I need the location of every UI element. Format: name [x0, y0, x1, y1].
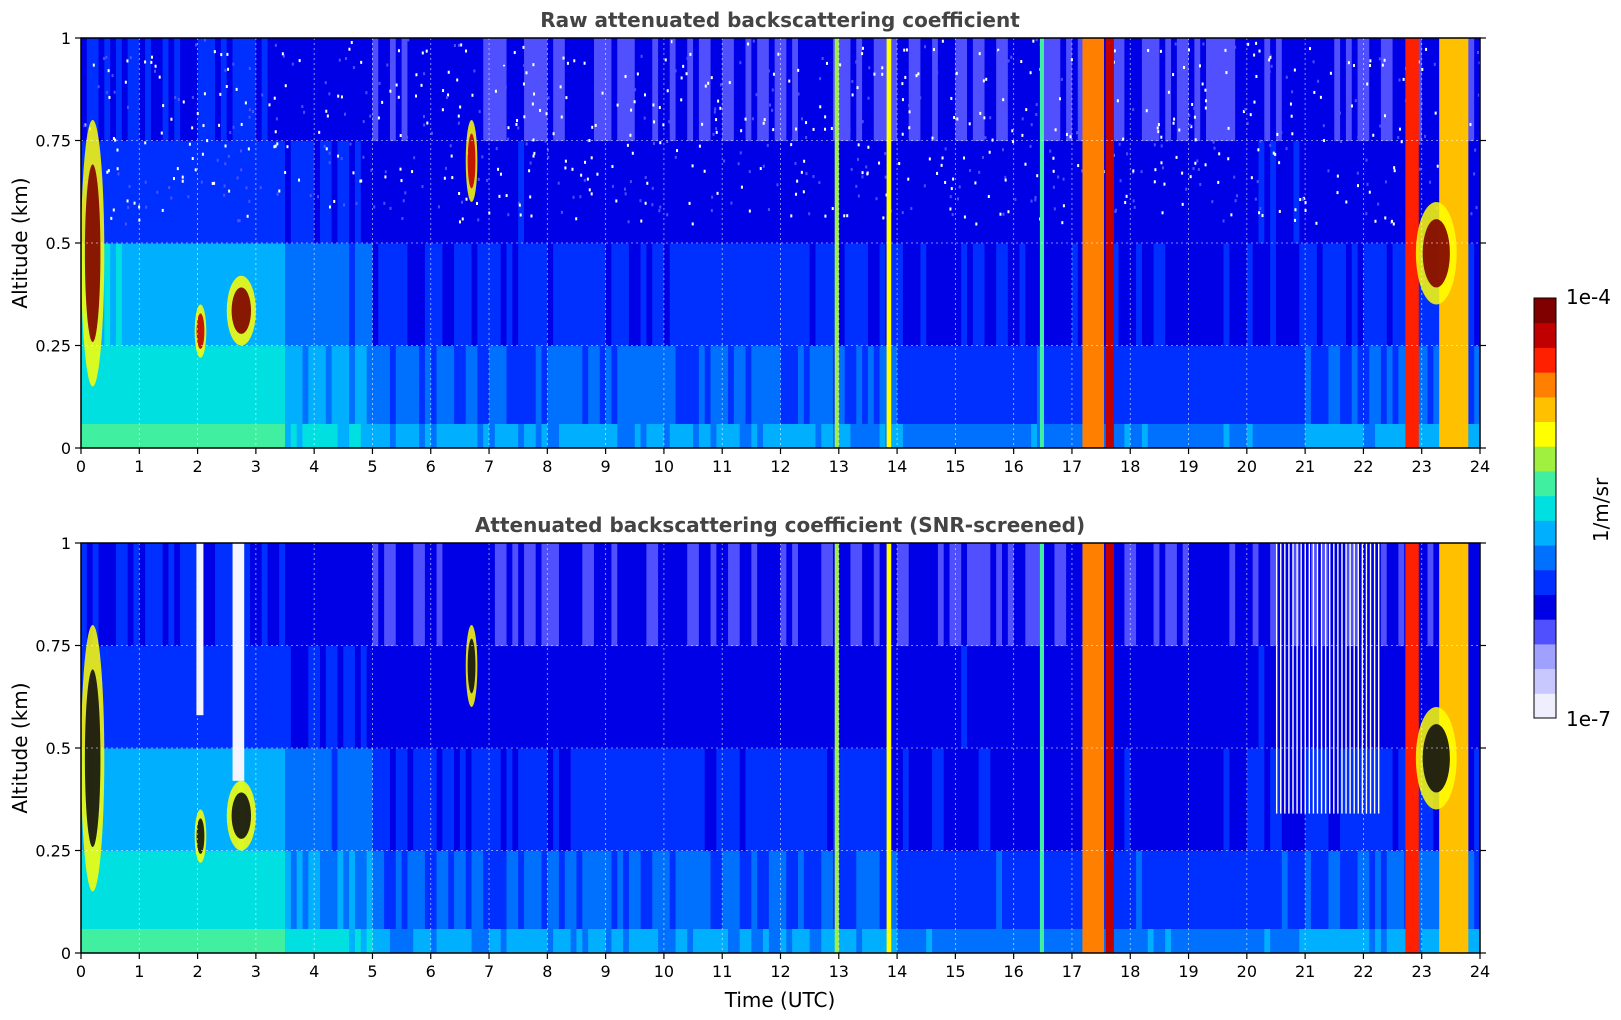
- x-tick-label: 15: [945, 962, 965, 981]
- colorbar-swatch: [1534, 322, 1556, 348]
- x-tick-label: 7: [484, 962, 494, 981]
- y-tick-label: 1: [61, 534, 71, 553]
- x-tick-label: 5: [367, 962, 377, 981]
- colorbar-unit-label: 1/m/sr: [1589, 477, 1613, 542]
- y-tick-label: 1: [61, 29, 71, 48]
- x-tick-label: 0: [76, 962, 86, 981]
- colorbar-swatch: [1534, 421, 1556, 447]
- x-tick-label: 16: [1003, 457, 1023, 476]
- raw-y-axis: 0 0.25 0.5 0.75 1: [35, 29, 1486, 458]
- colorbar-swatch: [1534, 594, 1556, 620]
- colorbar-swatch: [1534, 396, 1556, 423]
- x-tick-label: 23: [1412, 457, 1432, 476]
- colorbar-min-label: 1e-7: [1566, 707, 1611, 731]
- raw-panel-title: Raw attenuated backscattering coefficien…: [540, 8, 1020, 32]
- x-tick-label: 10: [654, 962, 674, 981]
- y-tick-label: 0: [61, 944, 71, 963]
- x-tick-label: 9: [601, 457, 611, 476]
- x-tick-label: 11: [712, 962, 732, 981]
- x-tick-label: 11: [712, 457, 732, 476]
- y-tick-label: 0.25: [35, 337, 71, 356]
- x-tick-label: 12: [770, 962, 790, 981]
- colorbar-max-label: 1e-4: [1566, 285, 1611, 309]
- x-tick-label: 17: [1062, 457, 1082, 476]
- x-tick-label: 2: [192, 962, 202, 981]
- x-tick-label: 16: [1003, 962, 1023, 981]
- x-tick-label: 3: [251, 962, 261, 981]
- x-tick-label: 6: [426, 962, 436, 981]
- x-tick-label: 1: [134, 457, 144, 476]
- x-tick-label: 8: [542, 962, 552, 981]
- raw-x-axis: 0 1 2 3 4 5 6 7 8 9 10 11 12 13 14 15 16 17 18 19 20 21 22 23 24: [76, 448, 1490, 476]
- x-tick-label: 18: [1120, 962, 1140, 981]
- screened-x-axis: 0 1 2 3 4 5 6 7 8 9 10 11 12 13 14 15 16 17 18 19 20 21 22 23 24: [76, 953, 1490, 981]
- x-tick-label: 6: [426, 457, 436, 476]
- colorbar-swatch: [1534, 495, 1556, 521]
- raw-backscatter-panel: Raw attenuated backscattering coefficien…: [8, 8, 1490, 476]
- x-tick-label: 18: [1120, 457, 1140, 476]
- y-tick-label: 0.75: [35, 132, 71, 151]
- colorbar-swatch: [1534, 446, 1556, 472]
- colorbar-swatch: [1534, 693, 1556, 719]
- x-tick-label: 4: [309, 457, 319, 476]
- x-tick-label: 20: [1237, 962, 1257, 981]
- screened-panel-title: Attenuated backscattering coefficient (S…: [475, 513, 1085, 537]
- x-tick-label: 22: [1353, 457, 1373, 476]
- x-tick-label: 13: [829, 962, 849, 981]
- colorbar-swatch: [1534, 545, 1556, 571]
- x-tick-label: 3: [251, 457, 261, 476]
- colorbar-scale: [1534, 298, 1556, 719]
- screened-heatmap: [81, 543, 1480, 953]
- x-tick-label: 19: [1178, 457, 1198, 476]
- colorbar-swatch: [1534, 619, 1556, 645]
- colorbar-swatch: [1534, 347, 1556, 373]
- x-tick-label: 0: [76, 457, 86, 476]
- colorbar-swatch: [1534, 372, 1556, 398]
- y-tick-label: 0.75: [35, 637, 71, 656]
- x-tick-label: 24: [1470, 962, 1490, 981]
- raw-heatmap: [81, 38, 1480, 448]
- x-tick-label: 10: [654, 457, 674, 476]
- colorbar-swatch: [1534, 470, 1556, 497]
- x-tick-label: 13: [829, 457, 849, 476]
- x-tick-label: 5: [367, 457, 377, 476]
- colorbar-swatch: [1534, 298, 1556, 324]
- y-tick-label: 0.5: [46, 739, 71, 758]
- x-tick-label: 19: [1178, 962, 1198, 981]
- x-tick-label: 7: [484, 457, 494, 476]
- x-tick-label: 17: [1062, 962, 1082, 981]
- x-tick-label: 24: [1470, 457, 1490, 476]
- colorbar-frame: [1533, 297, 1557, 719]
- y-tick-label: 0: [61, 439, 71, 458]
- colorbar-swatch: [1534, 668, 1556, 694]
- x-tick-label: 14: [887, 962, 907, 981]
- x-axis-label: Time (UTC): [724, 988, 836, 1012]
- colorbar-swatch: [1534, 520, 1556, 546]
- x-tick-label: 14: [887, 457, 907, 476]
- x-tick-label: 21: [1295, 457, 1315, 476]
- raw-y-axis-label: Altitude (km): [8, 177, 32, 308]
- x-tick-label: 21: [1295, 962, 1315, 981]
- x-tick-label: 12: [770, 457, 790, 476]
- colorbar-swatch: [1534, 569, 1556, 595]
- colorbar: 1e-4 1e-7 1/m/sr: [1533, 285, 1613, 731]
- screened-y-axis-label: Altitude (km): [8, 682, 32, 813]
- x-tick-label: 20: [1237, 457, 1257, 476]
- x-tick-label: 4: [309, 962, 319, 981]
- screened-backscatter-panel: Attenuated backscattering coefficient (S…: [8, 513, 1490, 1012]
- x-tick-label: 22: [1353, 962, 1373, 981]
- screened-y-axis: 0 0.25 0.5 0.75 1: [35, 534, 1486, 963]
- x-tick-label: 1: [134, 962, 144, 981]
- colorbar-swatch: [1534, 643, 1556, 670]
- x-tick-label: 23: [1412, 962, 1432, 981]
- y-tick-label: 0.25: [35, 842, 71, 861]
- x-tick-label: 15: [945, 457, 965, 476]
- x-tick-label: 2: [192, 457, 202, 476]
- x-tick-label: 8: [542, 457, 552, 476]
- y-tick-label: 0.5: [46, 234, 71, 253]
- x-tick-label: 9: [601, 962, 611, 981]
